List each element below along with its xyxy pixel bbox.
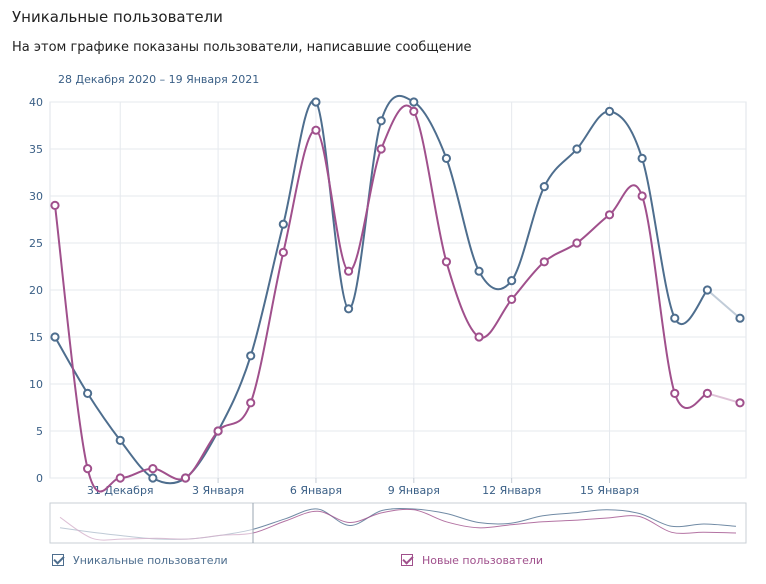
data-point	[507, 276, 517, 286]
data-point	[115, 473, 125, 483]
y-tick-label: 10	[29, 378, 43, 391]
navigator-mask	[51, 504, 253, 542]
data-point	[278, 219, 288, 229]
legend-checkbox-unique-users[interactable]	[52, 553, 65, 566]
data-point	[376, 116, 386, 126]
data-point	[474, 266, 484, 276]
y-tick-label: 25	[29, 237, 43, 250]
chart-subtitle: На этом графике показаны пользователи, н…	[12, 40, 472, 55]
data-point	[702, 285, 712, 295]
data-point	[278, 247, 288, 257]
data-point	[702, 388, 712, 398]
data-point	[670, 313, 680, 323]
data-point	[670, 388, 680, 398]
data-point	[409, 97, 419, 107]
data-point	[311, 97, 321, 107]
data-point	[735, 313, 745, 323]
legend-checkbox-new-users[interactable]	[401, 553, 414, 566]
y-tick-label: 35	[29, 143, 43, 156]
x-tick-label: 12 Января	[482, 484, 541, 497]
y-tick-label: 20	[29, 284, 43, 297]
data-point	[50, 332, 60, 342]
x-tick-label: 3 Января	[192, 484, 244, 497]
legend-item-unique-users[interactable]: Уникальные пользователи	[52, 552, 228, 568]
y-tick-label: 0	[36, 472, 43, 485]
legend-label-unique-users: Уникальные пользователи	[73, 553, 228, 567]
y-tick-label: 15	[29, 331, 43, 344]
x-tick-label: 15 Января	[580, 484, 639, 497]
data-point	[343, 266, 354, 276]
date-range-label[interactable]: 28 Декабря 2020 – 19 Января 2021	[58, 73, 260, 86]
data-point	[572, 144, 582, 154]
data-point	[83, 464, 93, 474]
data-point	[213, 426, 223, 436]
x-tick-label: 6 Января	[290, 484, 342, 497]
data-point	[441, 153, 452, 163]
data-point	[507, 294, 517, 304]
data-point	[148, 473, 158, 483]
data-point	[376, 144, 386, 154]
x-tick-label: 31 Декабря	[87, 484, 154, 497]
x-tick-label: 9 Января	[388, 484, 440, 497]
data-point	[343, 304, 354, 314]
data-point	[604, 106, 615, 117]
y-tick-label: 30	[29, 190, 43, 203]
legend-label-new-users: Новые пользователи	[422, 553, 544, 567]
data-point	[83, 388, 93, 398]
data-point	[246, 398, 256, 408]
chart-title: Уникальные пользователи	[12, 8, 223, 26]
data-point	[246, 351, 256, 361]
data-point	[148, 464, 158, 474]
data-point	[539, 257, 549, 267]
y-tick-label: 5	[36, 425, 43, 438]
data-point	[441, 257, 452, 267]
data-point	[572, 238, 582, 248]
data-point	[311, 125, 321, 135]
data-point	[637, 153, 647, 163]
data-point	[735, 398, 745, 408]
data-point	[409, 106, 419, 117]
y-tick-label: 40	[29, 96, 43, 109]
line-chart[interactable]: 0 5 10 15 20 25 30 35 40 31 Декабря 3 Января 6 Янва…	[0, 0, 766, 550]
legend-item-new-users[interactable]: Новые пользователи	[401, 552, 543, 568]
data-point	[637, 191, 647, 201]
data-point	[50, 200, 60, 210]
data-point	[539, 182, 549, 192]
data-point	[604, 210, 615, 220]
data-point	[115, 435, 125, 445]
data-point	[180, 473, 191, 483]
data-point	[474, 332, 484, 342]
